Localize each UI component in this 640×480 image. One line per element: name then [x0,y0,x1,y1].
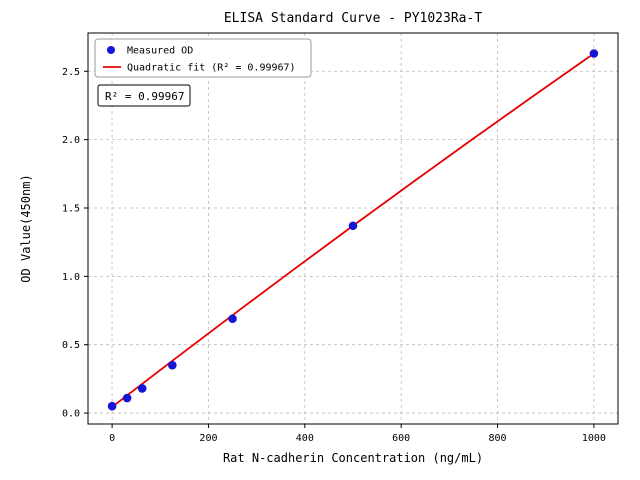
x-tick-label: 200 [199,433,217,444]
legend-label-quadratic-fit: Quadratic fit (R² = 0.99967) [127,63,296,74]
x-tick-label: 0 [109,433,115,444]
measured-point [228,314,237,324]
legend-box [94,38,312,78]
r-squared-annotation: R² = 0.99967 [97,84,191,107]
measured-point [168,360,177,370]
y-tick-label: 1.5 [62,203,80,214]
measured-points [107,49,599,411]
grid [88,33,618,424]
y-axis-label: OD Value(450nm) [19,174,33,282]
axis-ticks: 0 200 400 600 800 1000 0.0 0.5 1.0 1.5 2.0 2.5 [62,67,606,444]
x-axis-label: Rat N-cadherin Concentration (ng/mL) [223,451,483,465]
legend: Measured OD Quadratic fit (R² = 0.99967) [94,38,312,78]
chart-title: ELISA Standard Curve - PY1023Ra-T [224,11,482,26]
fit-line [111,52,595,408]
y-tick-label: 1.0 [62,272,80,283]
y-tick-label: 2.0 [62,135,80,146]
measured-point [137,384,147,393]
y-tick-label: 2.5 [62,67,80,78]
measured-point [589,49,599,58]
annotation-text: R² = 0.99967 [105,90,184,103]
annotation-box [97,84,191,107]
measured-point [107,401,117,411]
legend-marker-measured-od [107,46,115,54]
measured-point [348,221,358,231]
measured-point [122,393,132,403]
x-tick-label: 400 [296,433,314,444]
y-tick-label: 0.0 [62,409,80,420]
plot-frame [87,32,619,425]
y-tick-label: 0.5 [62,340,80,351]
legend-label-measured-od: Measured OD [127,46,193,57]
x-tick-label: 800 [489,433,507,444]
x-tick-label: 600 [392,433,410,444]
x-tick-label: 1000 [582,433,606,444]
